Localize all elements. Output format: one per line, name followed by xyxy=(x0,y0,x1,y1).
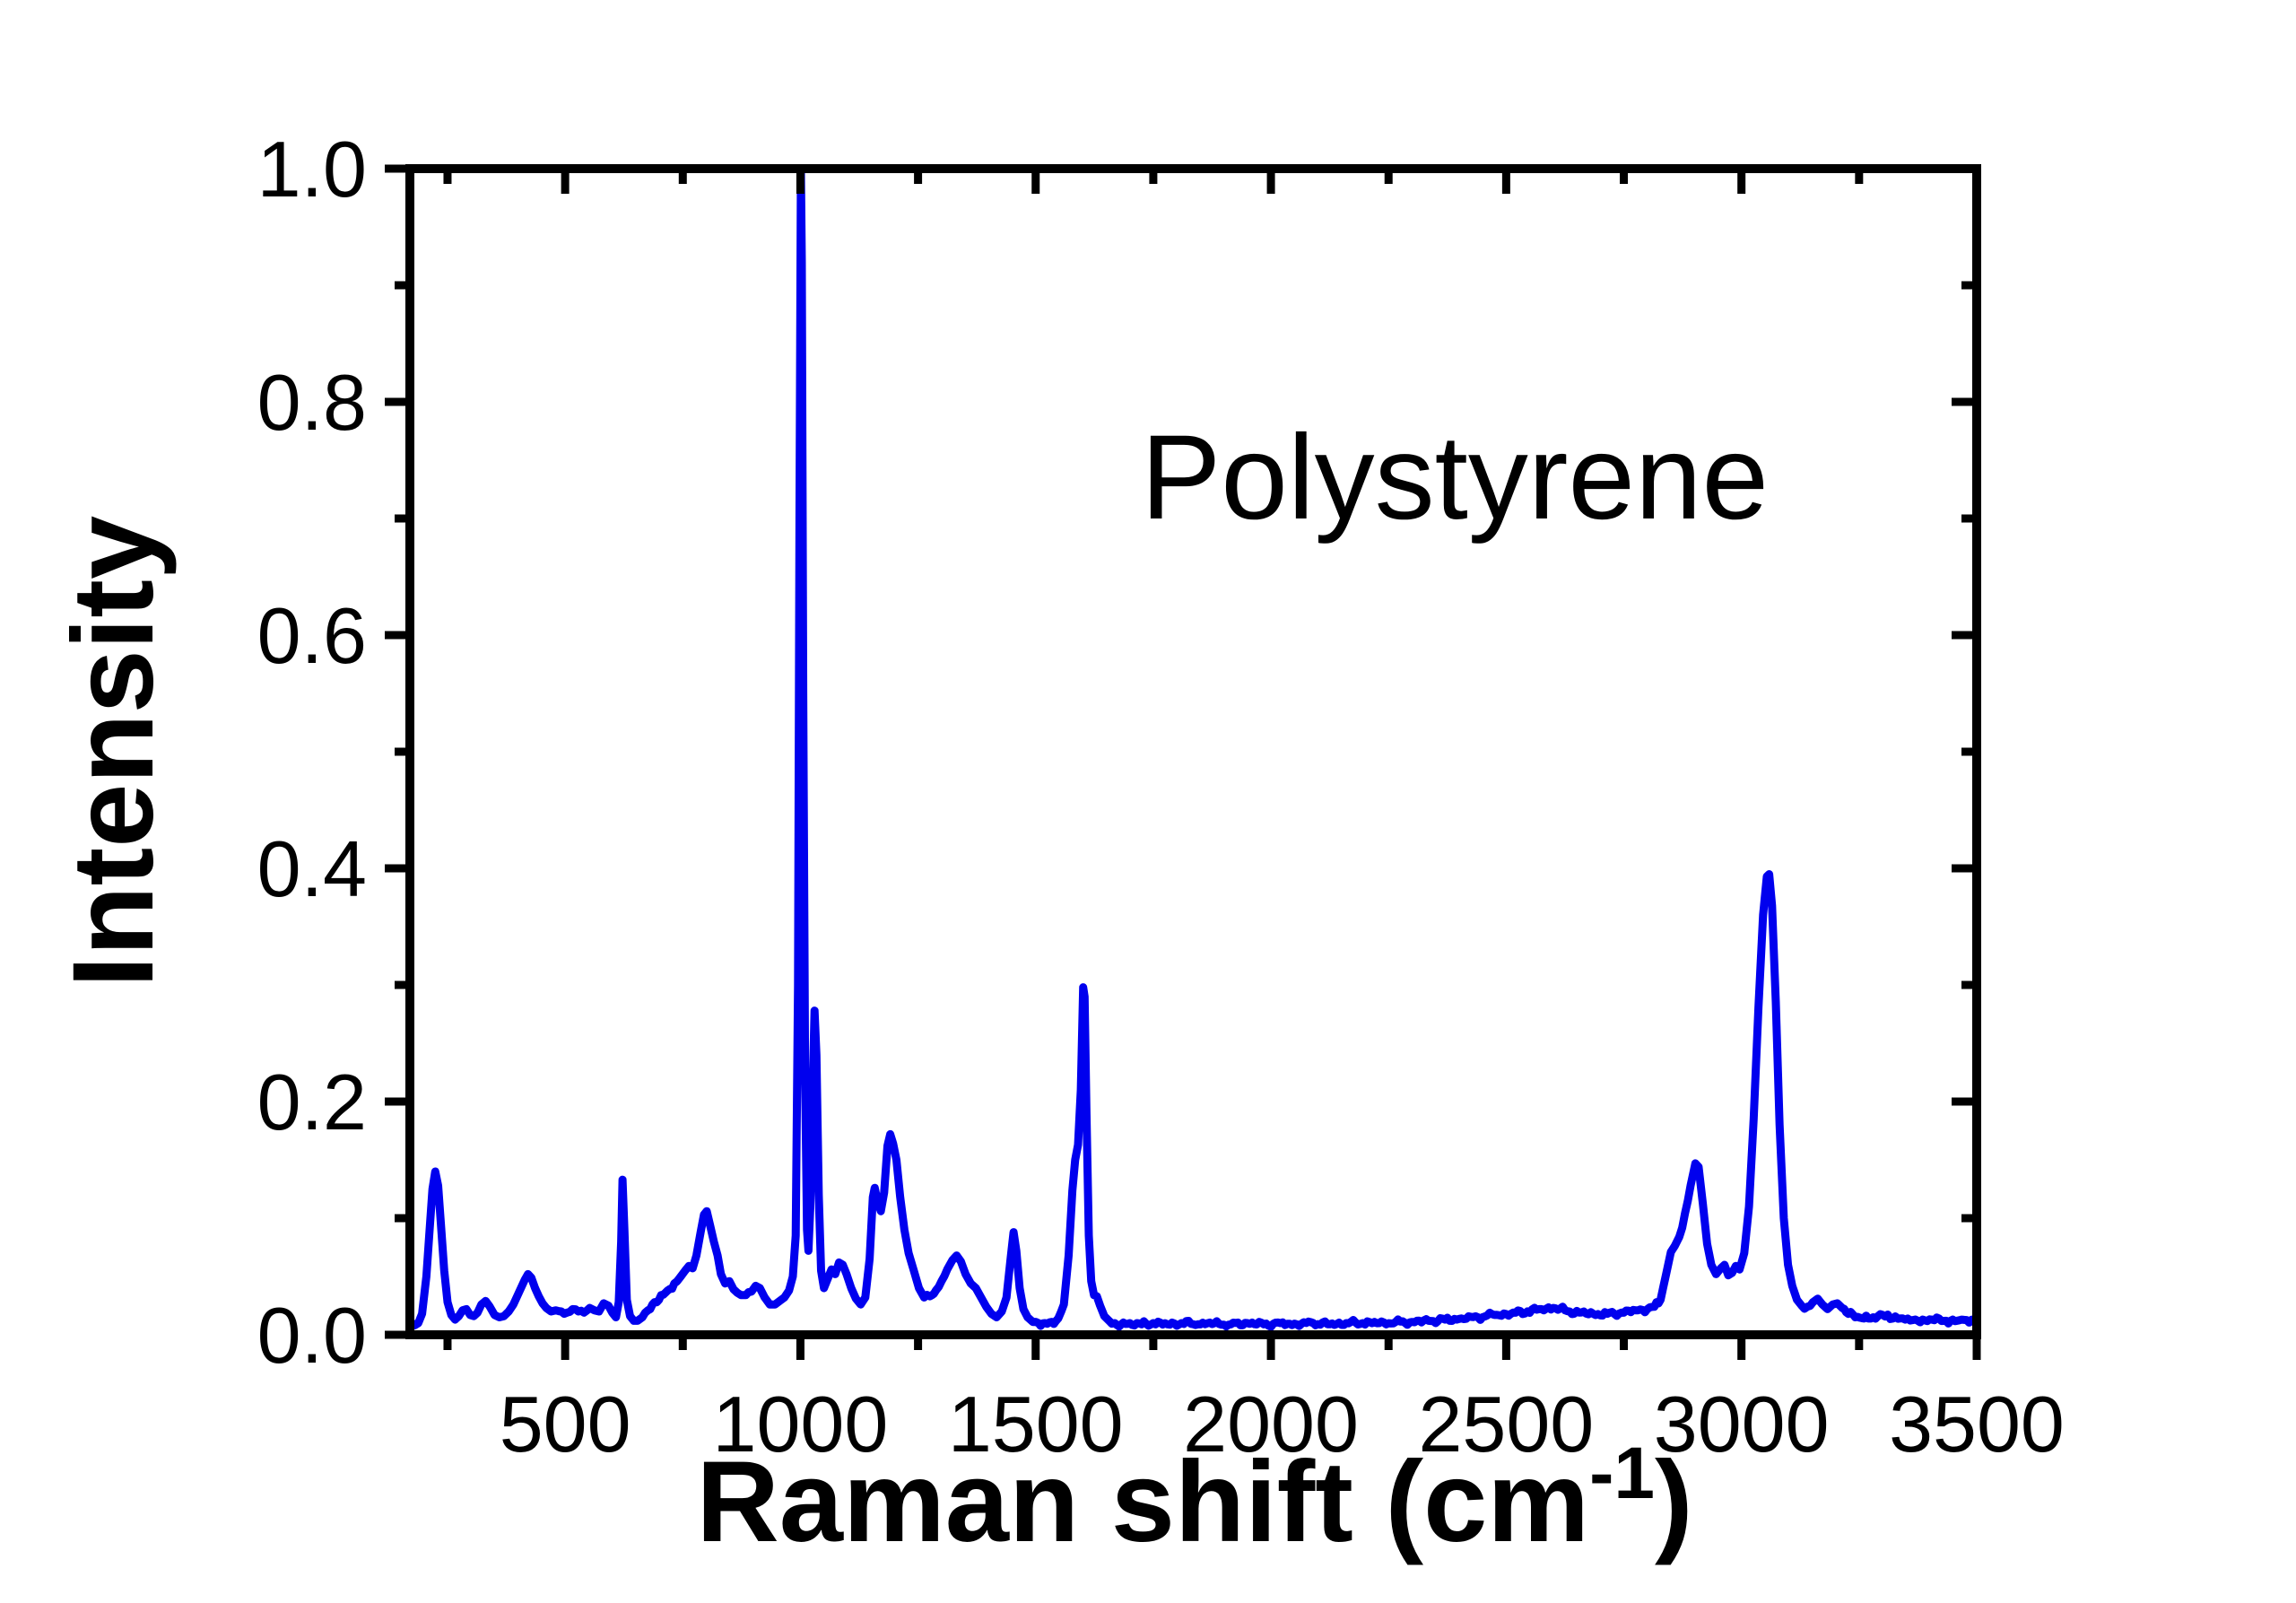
x-tick-label: 2000 xyxy=(1183,1380,1359,1468)
x-tick-label: 3500 xyxy=(1889,1380,2065,1468)
y-tick-label: 0.2 xyxy=(257,1058,367,1146)
y-tick-label: 0.4 xyxy=(257,824,367,913)
x-tick-label: 1500 xyxy=(948,1380,1124,1468)
x-tick-label: 500 xyxy=(500,1380,631,1468)
x-tick-label: 1000 xyxy=(713,1380,889,1468)
x-axis-title-close: ) xyxy=(1655,1438,1693,1566)
plot-area: 500 1000 1500 2000 2500 3000 3500 0.0 0.2 0.4 0.6 0… xyxy=(257,125,2065,1468)
plot-frame xyxy=(405,164,1981,1339)
y-tick-label: 0.8 xyxy=(257,358,367,447)
y-tick-label: 1.0 xyxy=(257,125,367,213)
x-axis-title-main: Raman shift (cm xyxy=(696,1438,1589,1566)
y-axis-title: Intensity xyxy=(49,516,178,988)
y-tick-label: 0.6 xyxy=(257,591,367,680)
annotation-polystyrene: Polystyrene xyxy=(1141,411,1769,544)
x-axis-title-superscript: -1 xyxy=(1589,1433,1655,1514)
y-tick-label: 0.0 xyxy=(257,1291,367,1380)
spectrum-line xyxy=(405,164,1981,1331)
x-tick-label: 3000 xyxy=(1654,1380,1830,1468)
x-axis-title: Raman shift (cm-1) xyxy=(696,1433,1692,1566)
x-tick-label: 2500 xyxy=(1418,1380,1594,1468)
